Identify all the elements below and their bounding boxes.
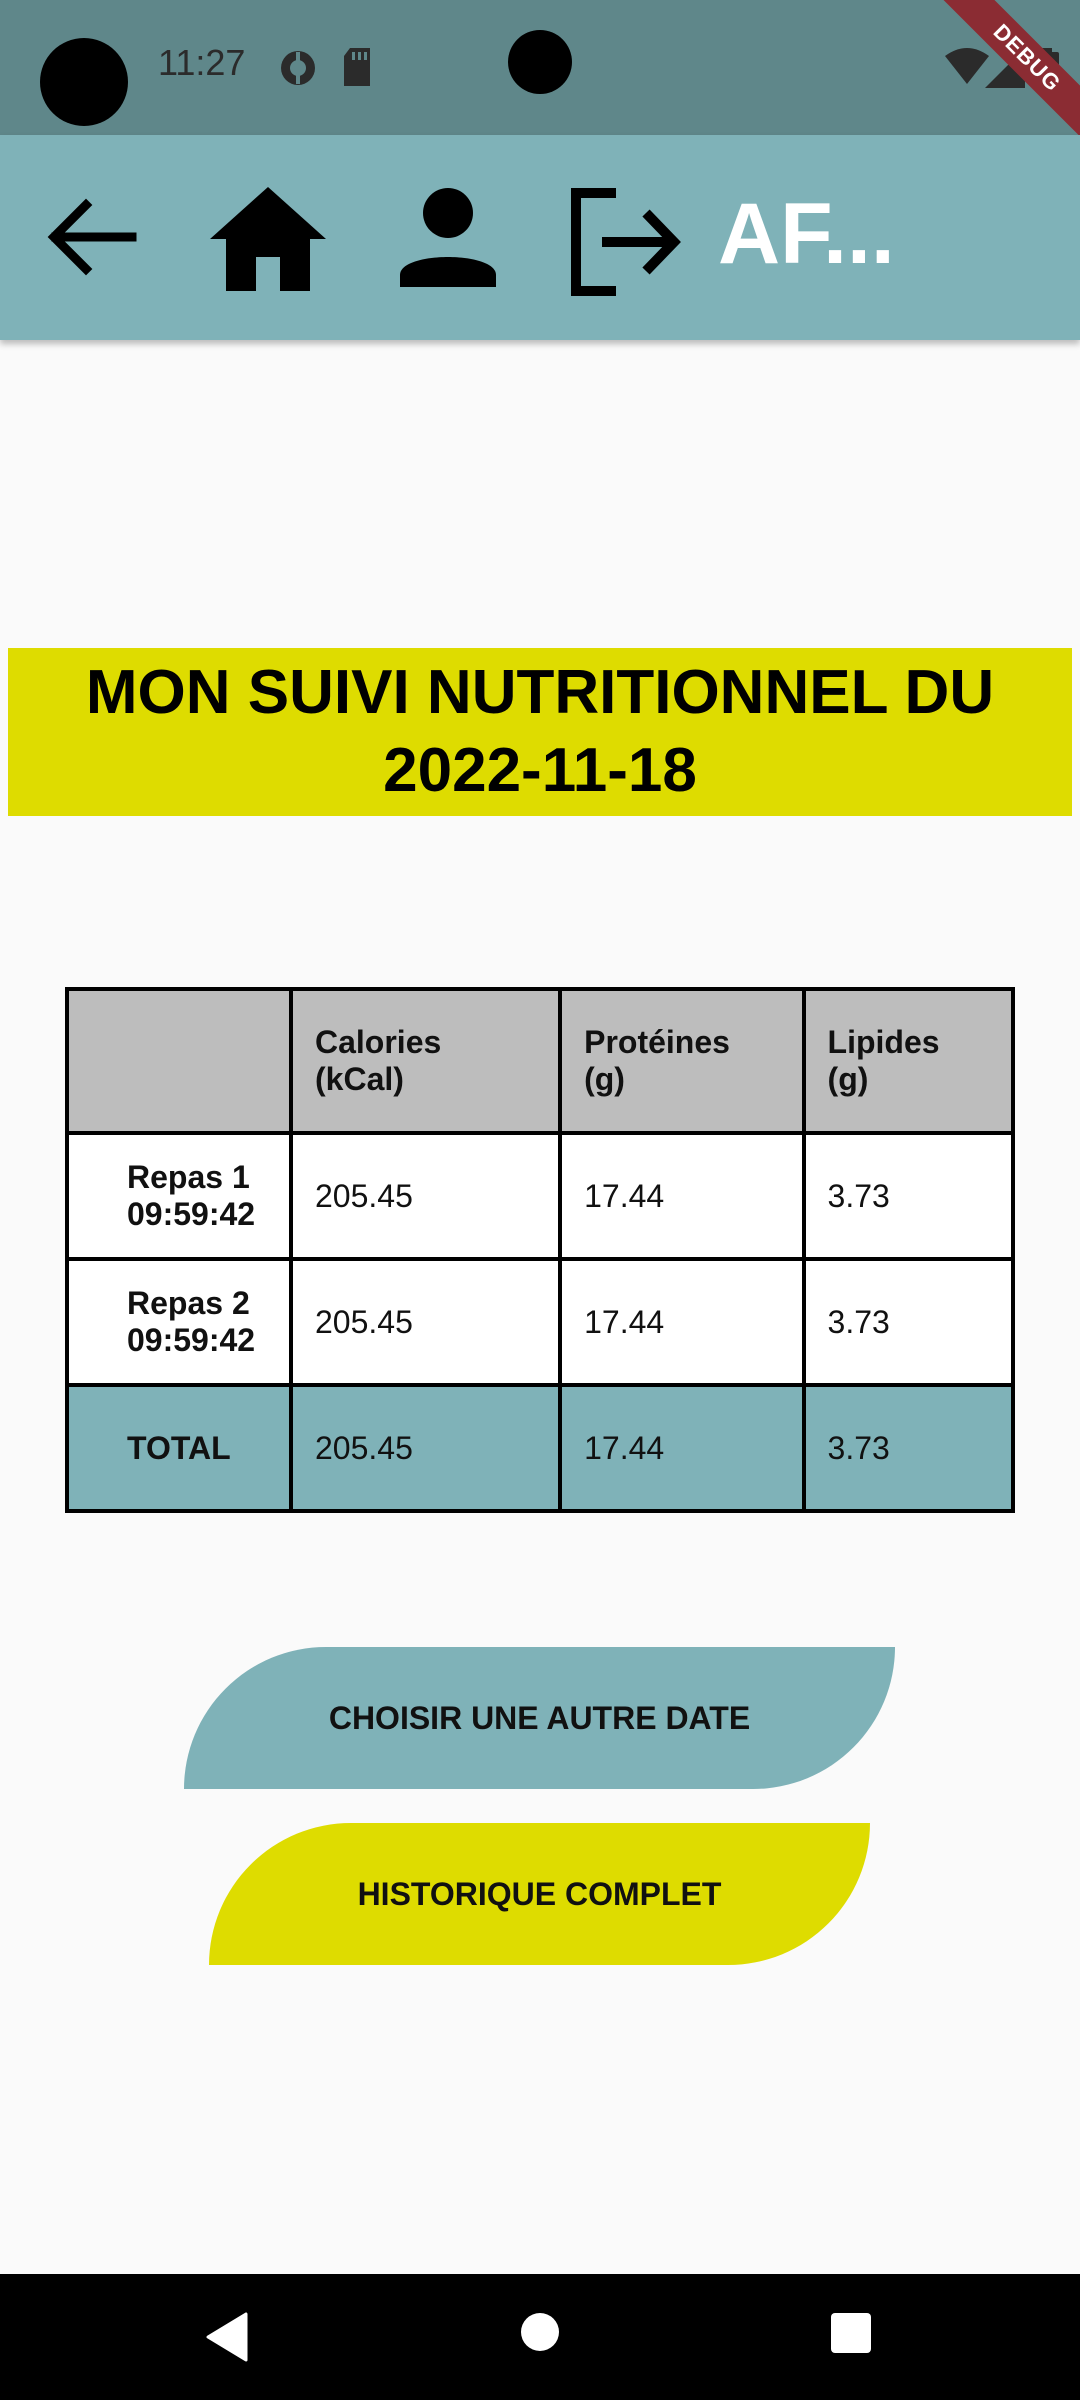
nav-home-icon[interactable] bbox=[520, 2312, 560, 2352]
total-calories-cell: 205.45 bbox=[288, 1383, 563, 1513]
page-title-banner: MON SUIVI NUTRITIONNEL DU 2022-11-18 bbox=[8, 648, 1072, 816]
total-lipids-cell: 3.73 bbox=[801, 1383, 1016, 1513]
lipids-cell: 3.73 bbox=[801, 1257, 1016, 1387]
nav-back-icon[interactable] bbox=[204, 2312, 248, 2362]
choose-date-button[interactable]: CHOISIR UNE AUTRE DATE bbox=[184, 1647, 895, 1789]
system-nav-bar bbox=[0, 2274, 1080, 2400]
status-bar: 11:27 DEBUG bbox=[0, 0, 1080, 153]
proteins-cell: 17.44 bbox=[558, 1257, 806, 1387]
nav-recents-icon[interactable] bbox=[830, 2312, 872, 2354]
logout-icon[interactable] bbox=[566, 187, 684, 297]
table-header-empty bbox=[65, 987, 293, 1135]
app-title: AF... bbox=[718, 186, 895, 282]
history-button[interactable]: HISTORIQUE COMPLET bbox=[209, 1823, 870, 1965]
person-icon[interactable] bbox=[398, 187, 498, 287]
table-header-calories: Calories (kCal) bbox=[288, 987, 563, 1135]
total-label: TOTAL bbox=[65, 1383, 293, 1513]
meal-label: Repas 2 09:59:42 bbox=[65, 1257, 293, 1387]
lipids-cell: 3.73 bbox=[801, 1131, 1016, 1261]
meal-label: Repas 1 09:59:42 bbox=[65, 1131, 293, 1261]
proteins-cell: 17.44 bbox=[558, 1131, 806, 1261]
sd-card-icon bbox=[344, 48, 370, 86]
front-camera bbox=[508, 30, 572, 94]
table-header-lipids: Lipides (g) bbox=[801, 987, 1016, 1135]
table-total-row: TOTAL 205.45 17.44 3.73 bbox=[65, 1383, 1016, 1513]
status-time: 11:27 bbox=[158, 42, 246, 83]
table-row: Repas 2 09:59:42 205.45 17.44 3.73 bbox=[65, 1257, 1016, 1387]
camera-cutout bbox=[40, 38, 128, 126]
back-arrow-icon[interactable] bbox=[40, 187, 140, 287]
table-header-row: Calories (kCal) Protéines (g) Lipides (g… bbox=[65, 987, 1016, 1135]
sync-icon bbox=[281, 51, 315, 85]
nutrition-table: Calories (kCal) Protéines (g) Lipides (g… bbox=[65, 987, 1016, 1513]
calories-cell: 205.45 bbox=[288, 1131, 563, 1261]
home-icon[interactable] bbox=[210, 187, 326, 291]
table-header-proteins: Protéines (g) bbox=[558, 987, 806, 1135]
total-proteins-cell: 17.44 bbox=[558, 1383, 806, 1513]
table-row: Repas 1 09:59:42 205.45 17.44 3.73 bbox=[65, 1131, 1016, 1261]
calories-cell: 205.45 bbox=[288, 1257, 563, 1387]
wifi-icon bbox=[945, 48, 989, 84]
app-bar: AF... bbox=[0, 135, 1080, 340]
page-title: MON SUIVI NUTRITIONNEL DU 2022-11-18 bbox=[85, 658, 995, 805]
